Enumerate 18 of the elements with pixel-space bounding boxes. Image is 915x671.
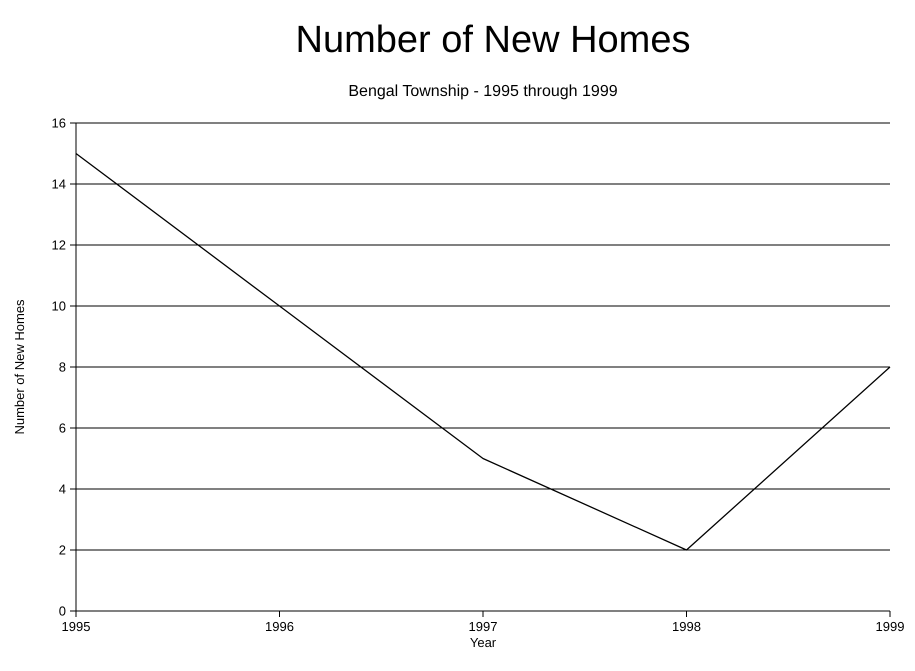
x-axis-title: Year — [470, 635, 497, 650]
y-tick-label: 16 — [52, 116, 66, 131]
y-tick-label: 4 — [58, 482, 66, 497]
y-tick-label: 10 — [52, 298, 66, 314]
x-tick-label: 1996 — [265, 619, 294, 634]
y-tick-label: 6 — [58, 420, 66, 436]
y-tick-label: 12 — [52, 238, 66, 253]
y-axis-title: Number of New Homes — [12, 298, 27, 435]
y-tick-label: 14 — [52, 176, 66, 192]
x-tick-label: 1995 — [62, 619, 90, 634]
x-tick-label: 1999 — [876, 619, 904, 634]
x-tick-label: 1997 — [468, 619, 498, 634]
y-tick-label: 8 — [58, 360, 66, 375]
y-tick-label: 2 — [58, 542, 66, 558]
chart-title: Number of New Homes — [296, 19, 690, 61]
y-tick-label: 0 — [58, 604, 66, 619]
x-tick-label: 1998 — [672, 619, 701, 634]
chart-subtitle: Bengal Township - 1995 through 1999 — [348, 83, 618, 100]
